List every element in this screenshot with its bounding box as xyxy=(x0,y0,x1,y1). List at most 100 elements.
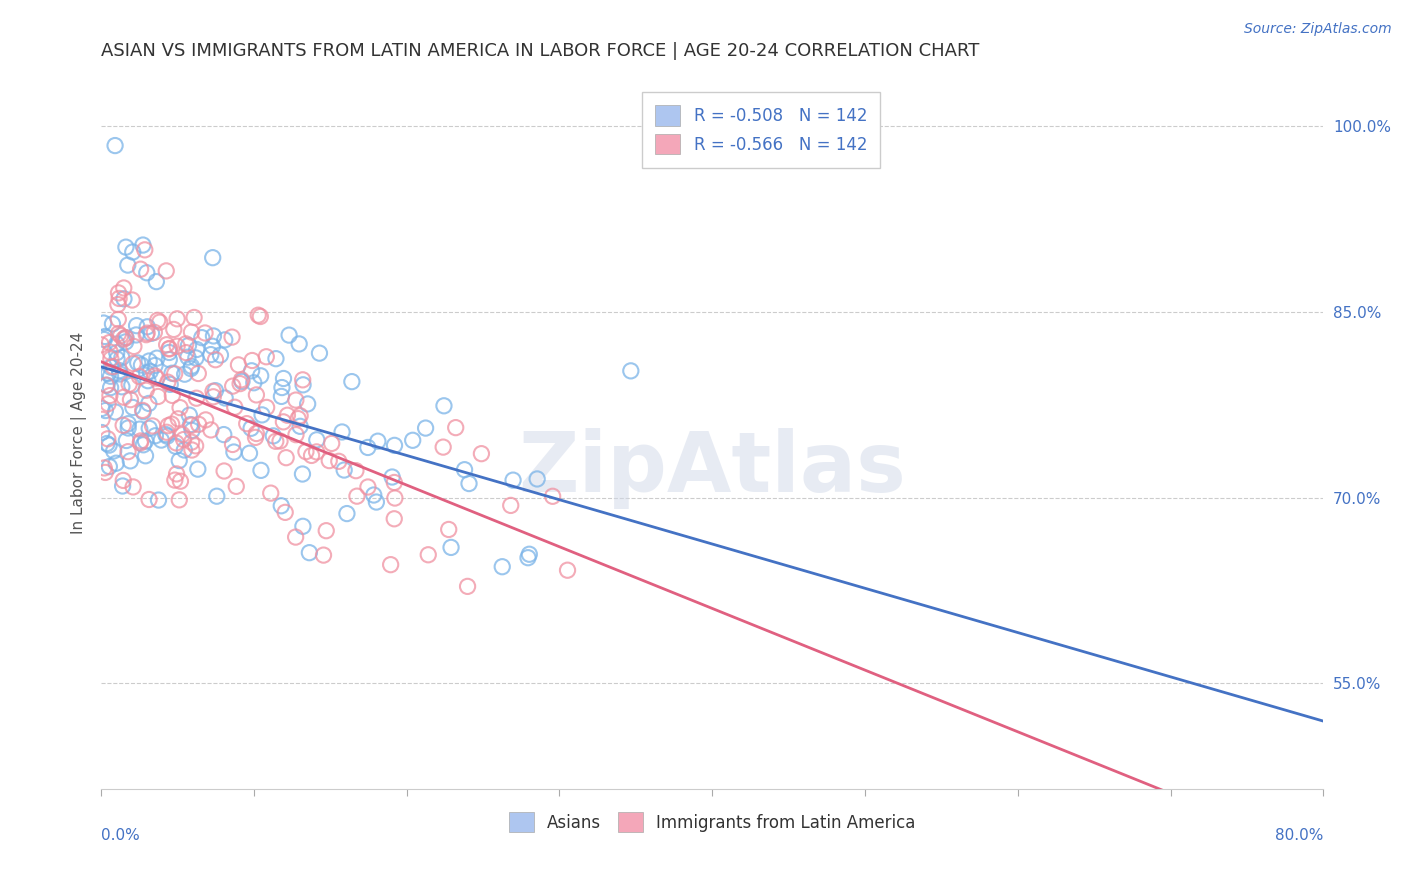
Point xyxy=(187,417,209,432)
Point xyxy=(201,251,224,265)
Point xyxy=(112,418,135,433)
Point xyxy=(308,346,330,360)
Point xyxy=(340,375,363,389)
Point xyxy=(156,337,179,351)
Point xyxy=(157,352,180,367)
Point xyxy=(180,417,202,432)
Point xyxy=(191,331,214,345)
Point xyxy=(93,316,115,330)
Point xyxy=(135,266,157,280)
Point xyxy=(382,512,405,526)
Point xyxy=(202,329,225,343)
Point xyxy=(94,403,117,417)
Point xyxy=(120,454,142,468)
Point xyxy=(180,435,202,450)
Point xyxy=(415,421,437,435)
Point xyxy=(433,399,456,413)
Point xyxy=(235,417,257,431)
Point xyxy=(541,489,564,503)
Point xyxy=(177,338,200,352)
Point xyxy=(148,493,170,508)
Point xyxy=(295,444,318,458)
Point xyxy=(499,499,522,513)
Point xyxy=(131,403,153,417)
Point xyxy=(201,339,224,353)
Point xyxy=(150,433,173,447)
Point xyxy=(214,391,236,405)
Point xyxy=(167,411,190,425)
Point xyxy=(254,350,277,364)
Point xyxy=(98,335,121,350)
Point xyxy=(200,348,222,362)
Point xyxy=(157,342,180,356)
Point xyxy=(184,351,207,365)
Point xyxy=(122,339,145,353)
Point xyxy=(90,425,112,440)
Point xyxy=(444,420,467,434)
Point xyxy=(117,444,139,458)
Point xyxy=(620,364,643,378)
Point xyxy=(110,328,132,343)
Point xyxy=(181,424,204,438)
Point xyxy=(336,507,359,521)
Point xyxy=(131,358,153,372)
Point xyxy=(114,334,136,349)
Point xyxy=(172,427,194,442)
Point xyxy=(214,333,236,347)
Point xyxy=(269,434,291,448)
Point xyxy=(270,389,292,403)
Point xyxy=(128,422,150,436)
Point xyxy=(432,440,454,454)
Point xyxy=(165,436,187,450)
Point xyxy=(224,401,246,415)
Point xyxy=(204,352,226,367)
Point xyxy=(180,359,202,374)
Point xyxy=(160,366,183,380)
Point xyxy=(202,384,225,399)
Point xyxy=(366,495,388,509)
Point xyxy=(117,421,139,435)
Point xyxy=(330,425,353,439)
Point xyxy=(357,441,380,455)
Point xyxy=(380,558,402,572)
Point xyxy=(457,579,479,593)
Point xyxy=(100,351,122,366)
Point xyxy=(156,429,179,443)
Point xyxy=(273,415,295,429)
Point xyxy=(112,292,135,306)
Point xyxy=(238,446,260,460)
Point xyxy=(288,409,311,423)
Point xyxy=(142,419,165,434)
Point xyxy=(134,243,156,257)
Point xyxy=(240,364,263,378)
Point xyxy=(100,369,122,384)
Point xyxy=(250,463,273,477)
Point xyxy=(101,359,124,374)
Point xyxy=(94,329,117,343)
Point xyxy=(121,293,143,307)
Point xyxy=(271,380,294,394)
Point xyxy=(146,351,169,366)
Point xyxy=(156,425,179,440)
Point xyxy=(97,432,120,446)
Point xyxy=(526,472,548,486)
Point xyxy=(291,467,314,481)
Point xyxy=(136,319,159,334)
Point xyxy=(111,380,134,394)
Point xyxy=(557,563,579,577)
Point xyxy=(221,330,243,344)
Point xyxy=(105,345,128,359)
Point xyxy=(135,449,157,463)
Point xyxy=(112,281,135,295)
Point xyxy=(315,524,337,538)
Point xyxy=(105,456,128,470)
Point xyxy=(240,421,263,435)
Point xyxy=(166,467,188,481)
Point xyxy=(318,453,340,467)
Point xyxy=(384,491,406,505)
Point xyxy=(121,378,143,392)
Point xyxy=(221,437,243,451)
Point xyxy=(105,337,128,351)
Point xyxy=(111,351,134,365)
Point xyxy=(284,393,307,408)
